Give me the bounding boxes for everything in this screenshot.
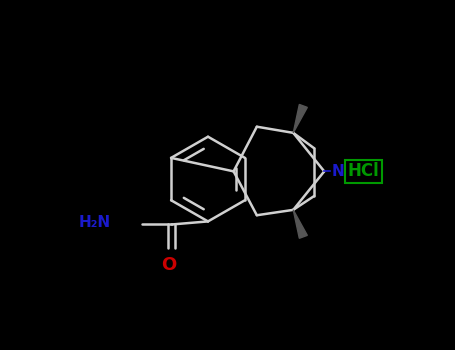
Text: NH: NH [332,164,358,179]
Text: HCl: HCl [348,162,379,180]
Text: O: O [162,256,177,274]
Text: H₂N: H₂N [79,215,111,230]
Polygon shape [293,210,307,238]
Polygon shape [293,104,307,133]
